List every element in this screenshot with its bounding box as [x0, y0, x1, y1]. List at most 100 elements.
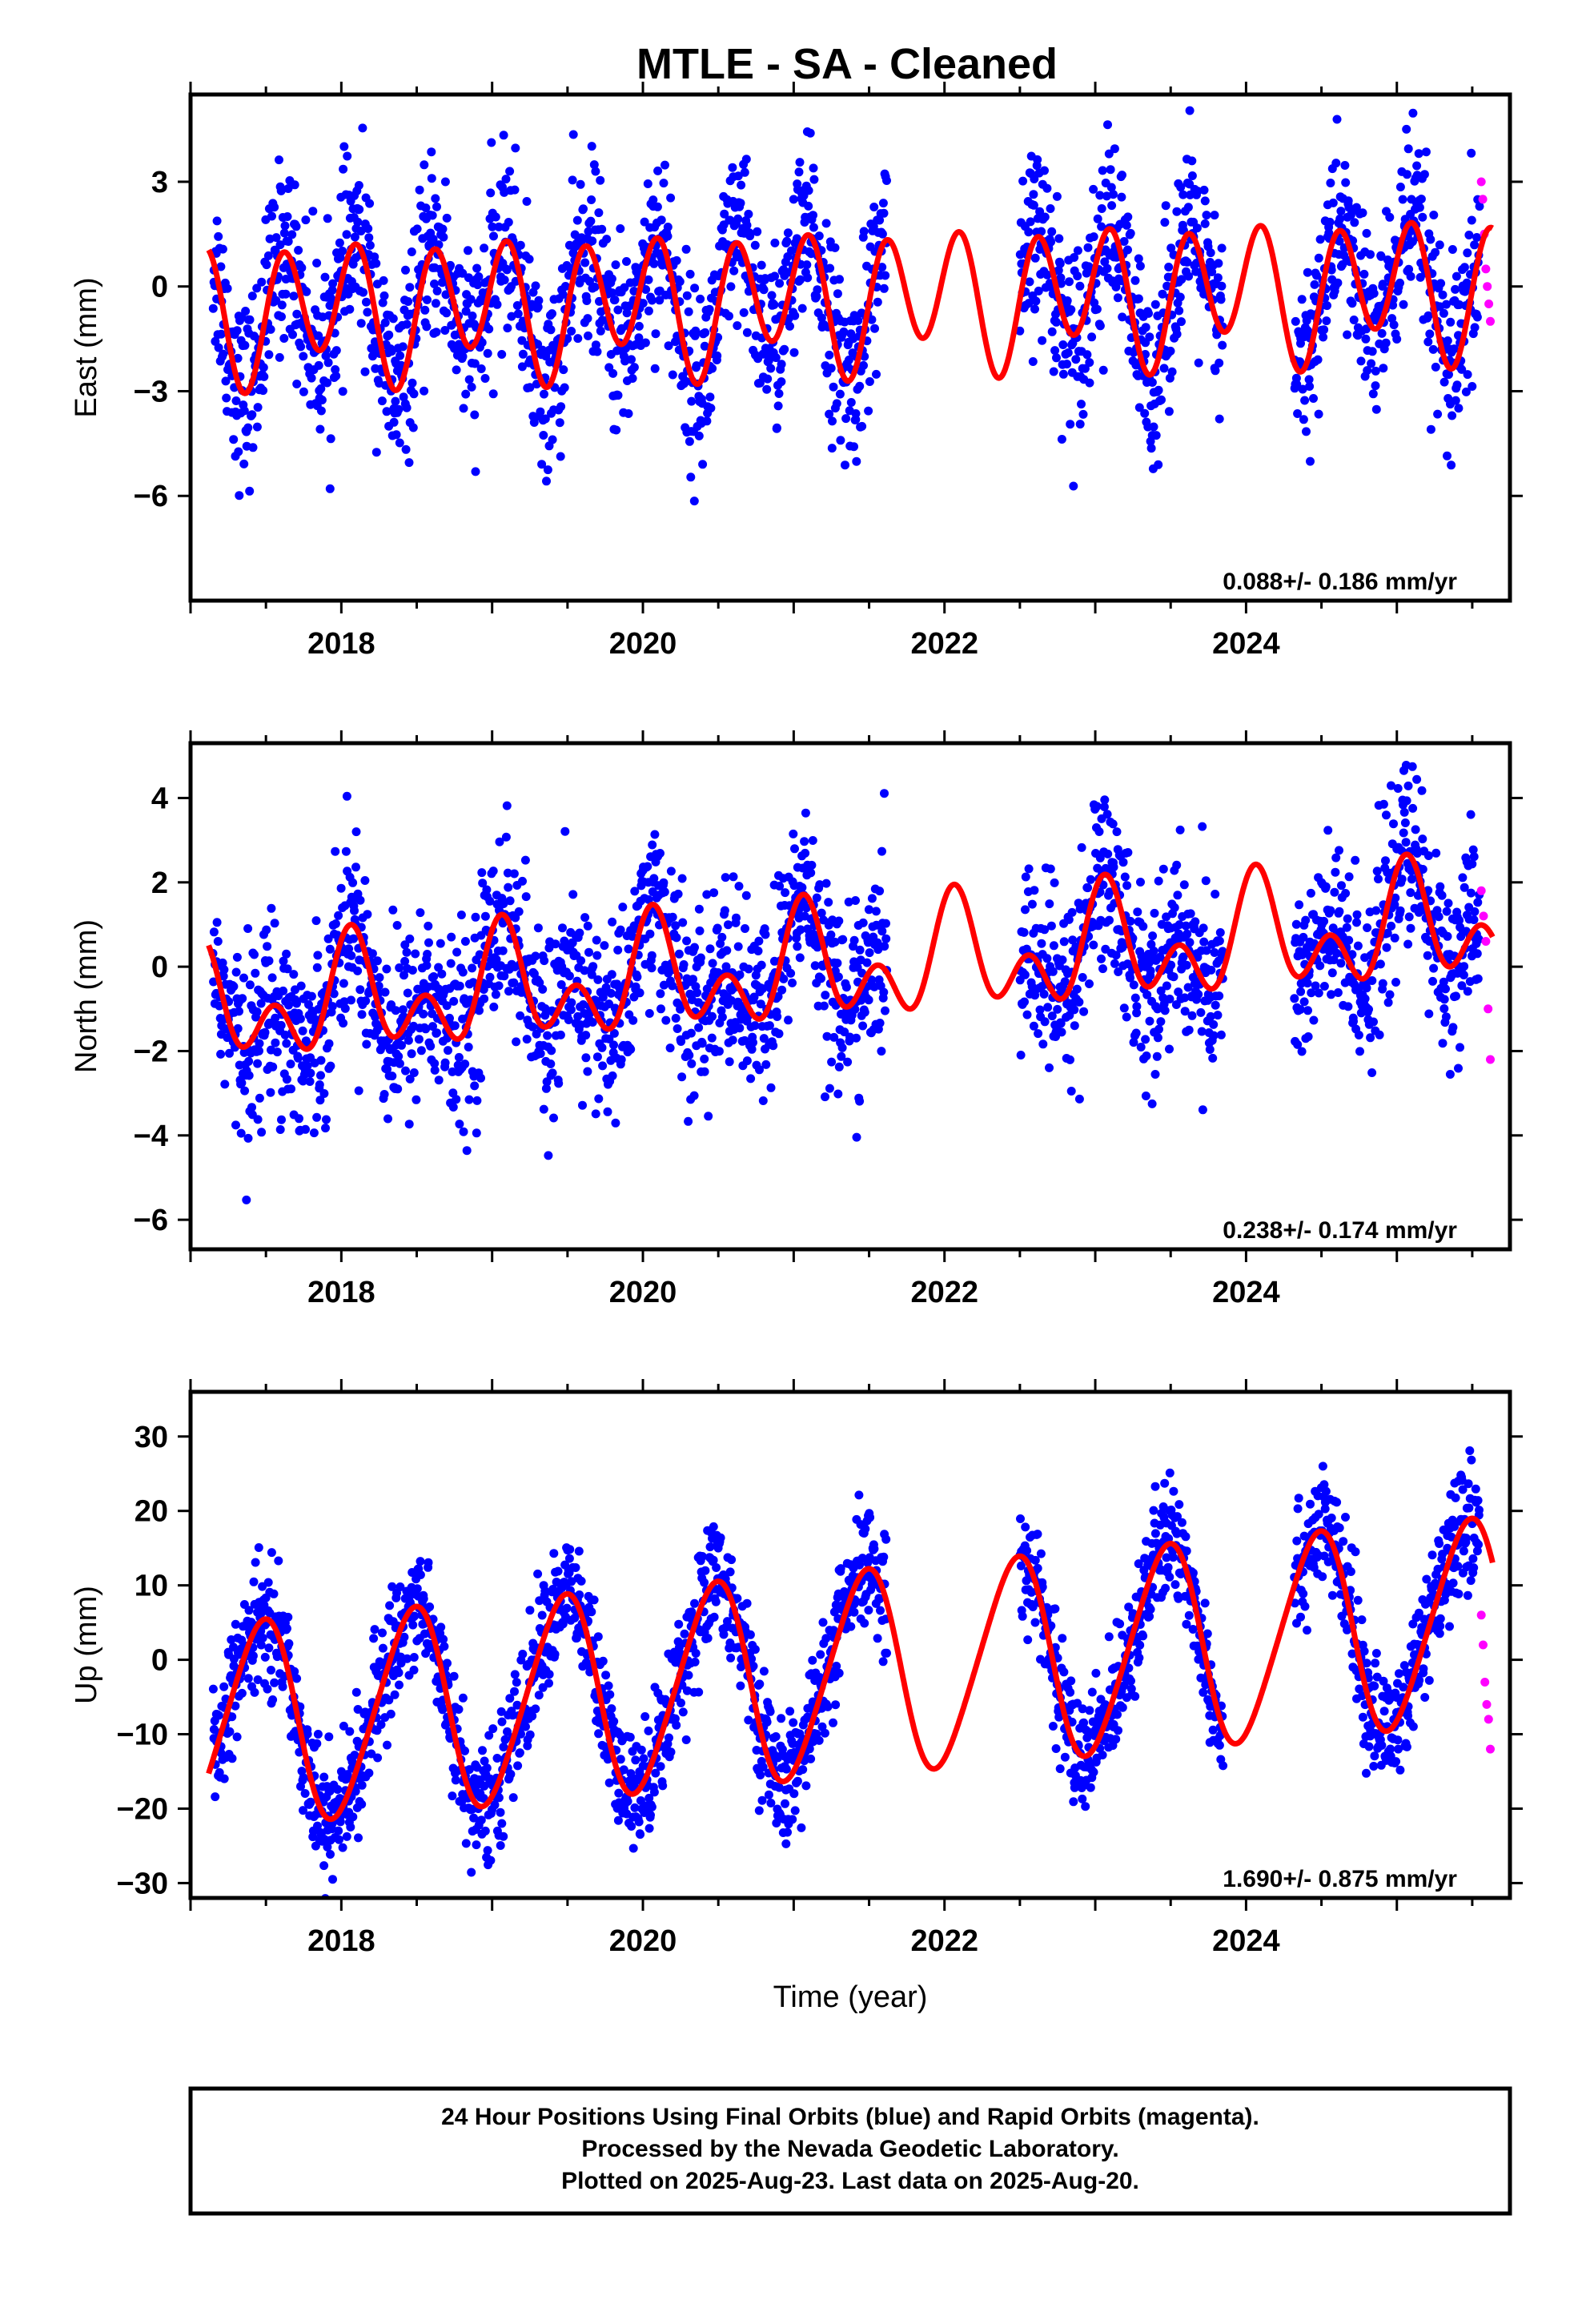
data-point [1205, 1045, 1215, 1054]
data-point [432, 286, 442, 296]
data-point [1095, 191, 1105, 200]
data-point [1404, 264, 1414, 274]
data-point [428, 235, 438, 243]
data-point [486, 188, 496, 198]
data-point [1362, 983, 1371, 993]
data-point [1470, 907, 1480, 916]
data-point [1144, 308, 1153, 318]
data-point [684, 307, 693, 316]
data-point [320, 272, 330, 282]
data-point [487, 138, 496, 147]
data-point [1452, 991, 1460, 1001]
data-point [1098, 166, 1107, 175]
data-point [264, 956, 274, 966]
data-point [705, 304, 714, 314]
data-point [539, 431, 548, 440]
data-point [837, 1051, 846, 1061]
data-point [1389, 320, 1399, 330]
data-point [295, 1014, 305, 1023]
data-point [295, 1114, 303, 1124]
data-point [860, 1007, 869, 1017]
data-point [501, 175, 511, 184]
data-point [663, 231, 673, 241]
data-point [1309, 394, 1318, 403]
rate-label: 0.088+/- 0.186 mm/yr [1223, 569, 1457, 595]
data-point [409, 1653, 419, 1662]
data-point [307, 373, 316, 383]
data-point [440, 1058, 450, 1068]
data-point [208, 1684, 218, 1694]
data-point [1343, 330, 1352, 340]
data-point [1351, 855, 1360, 865]
data-point [543, 1031, 552, 1040]
data-point [1073, 246, 1082, 255]
data-point [454, 1705, 464, 1714]
data-point [503, 1727, 512, 1736]
data-point [508, 1793, 518, 1803]
data-point [598, 1061, 608, 1071]
data-point [1429, 963, 1439, 973]
x-tick-label: 2022 [910, 627, 978, 661]
data-point [424, 921, 433, 931]
data-point [363, 308, 372, 317]
data-point [213, 937, 223, 946]
data-point [644, 306, 653, 316]
data-point [687, 1059, 697, 1068]
data-point [1097, 222, 1106, 231]
data-point [643, 862, 652, 871]
data-point [216, 262, 226, 271]
data-point [358, 123, 367, 133]
data-point [829, 1032, 839, 1042]
data-point [1066, 420, 1075, 429]
data-point [331, 365, 340, 374]
rapid-point [1483, 282, 1492, 292]
data-point [817, 908, 826, 918]
data-point [458, 1693, 468, 1703]
data-point [597, 224, 607, 234]
data-point [665, 1043, 675, 1053]
data-point [582, 296, 592, 305]
data-point [482, 885, 492, 895]
data-point [439, 232, 448, 242]
data-point [416, 1046, 426, 1055]
data-point [825, 350, 834, 360]
data-point [872, 369, 881, 379]
data-point [324, 1039, 334, 1048]
data-point [655, 296, 665, 305]
data-point [822, 1031, 832, 1041]
data-point [1343, 196, 1353, 206]
data-point [796, 275, 805, 284]
data-point [774, 389, 784, 398]
data-point [288, 330, 297, 340]
data-point [267, 1548, 276, 1558]
data-point [500, 275, 509, 285]
data-point [398, 342, 408, 352]
data-point [682, 936, 692, 946]
data-point [282, 949, 291, 959]
data-point [1046, 237, 1056, 247]
data-point [496, 1841, 505, 1850]
x-tick-label: 2022 [910, 1276, 978, 1309]
data-point [1381, 856, 1390, 866]
data-point [426, 1041, 436, 1051]
data-point [312, 1112, 322, 1122]
data-point [1108, 819, 1118, 829]
rapid-point [1486, 1055, 1495, 1064]
data-point [1403, 170, 1411, 179]
data-point [1361, 334, 1371, 344]
data-point [558, 1619, 568, 1629]
data-point [1156, 1017, 1166, 1027]
data-point [871, 907, 881, 916]
data-point [515, 1748, 524, 1758]
data-point [1040, 925, 1050, 935]
data-point [1068, 935, 1078, 945]
data-point [558, 923, 567, 933]
data-point [790, 311, 800, 320]
data-point [251, 968, 260, 978]
data-point [1123, 212, 1133, 222]
data-point [1192, 223, 1202, 233]
data-point [444, 1046, 452, 1055]
data-point [589, 160, 599, 170]
data-point [335, 1835, 343, 1844]
data-point [1372, 866, 1382, 876]
